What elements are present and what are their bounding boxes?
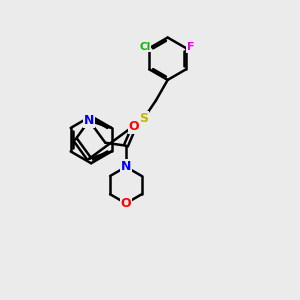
Text: O: O (121, 197, 131, 210)
Text: N: N (84, 114, 94, 127)
Text: N: N (121, 160, 131, 173)
Text: Cl: Cl (139, 42, 151, 52)
Text: F: F (187, 42, 194, 52)
Text: S: S (139, 112, 148, 125)
Text: O: O (129, 120, 140, 133)
